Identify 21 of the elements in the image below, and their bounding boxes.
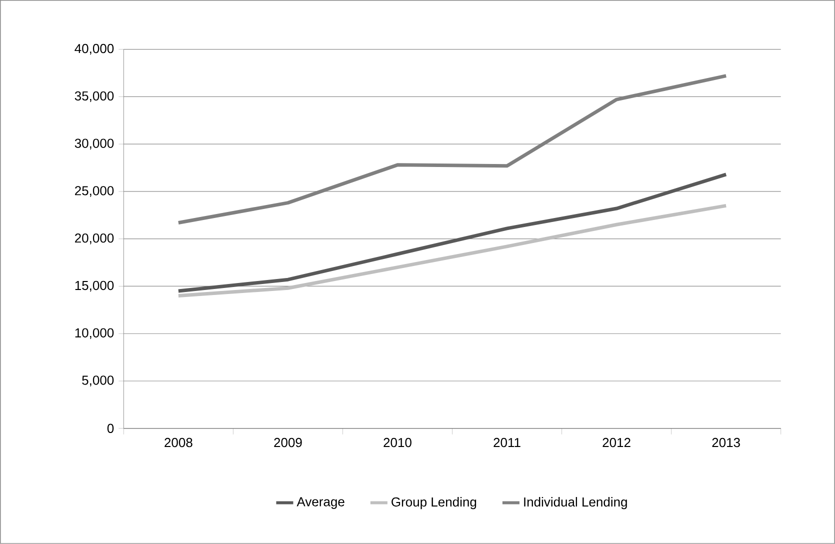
y-tick-label: 20,000: [75, 234, 114, 244]
legend-label: Group Lending: [392, 497, 476, 510]
legend-label: Average: [296, 497, 344, 509]
line-series: [176, 204, 728, 298]
x-tick-label: 2013: [712, 438, 740, 448]
x-tick-label: 2008: [164, 438, 192, 448]
y-tick-label: 0: [107, 424, 114, 434]
y-tick-label: 25,000: [75, 186, 114, 197]
y-tick-label: 40,000: [74, 44, 114, 55]
x-tick-label: 2012: [602, 438, 630, 448]
x-tick-label: 2009: [274, 438, 302, 448]
y-tick-label: 10,000: [75, 328, 114, 340]
x-tick-label: 2011: [494, 438, 520, 448]
line-series: [176, 74, 728, 225]
y-tick-label: 35,000: [74, 91, 114, 102]
y-tick-label: 5,000: [82, 376, 114, 386]
y-tick-label: 30,000: [74, 138, 114, 150]
line-series: [176, 172, 728, 293]
y-tick-label: 15,000: [75, 280, 114, 292]
legend-label: Individual Lending: [524, 497, 627, 510]
x-tick-label: 2010: [384, 438, 412, 448]
